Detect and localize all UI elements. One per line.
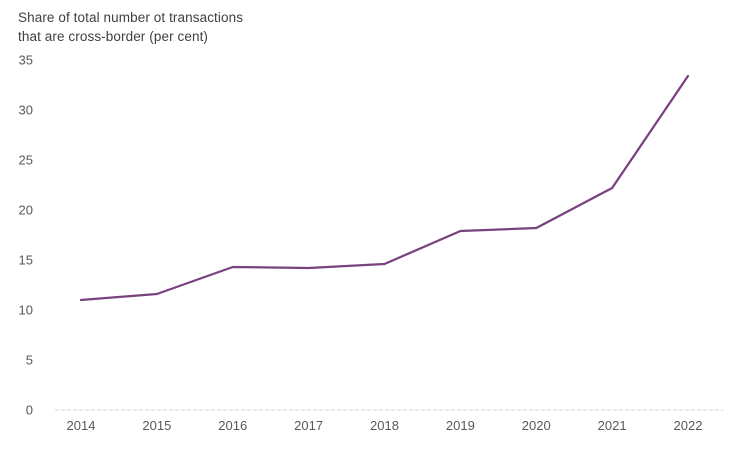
x-axis-tick-label: 2019: [446, 418, 475, 433]
y-axis-tick-label: 15: [19, 253, 33, 268]
x-axis-tick-label: 2018: [370, 418, 399, 433]
chart-title-line-1: Share of total number ot transactions: [18, 10, 244, 25]
y-axis-tick-label: 10: [19, 303, 33, 318]
chart-title: Share of total number ot transactions th…: [18, 8, 243, 46]
y-axis-tick-label: 20: [19, 203, 33, 218]
chart-title-line-2: that are cross-border (per cent): [18, 29, 209, 44]
data-line-cross-border-share: [79, 74, 690, 302]
y-axis-tick-label: 0: [26, 403, 33, 418]
y-axis-tick-label: 35: [19, 53, 33, 68]
x-axis-tick-label: 2021: [598, 418, 627, 433]
x-axis-tick-label: 2022: [674, 418, 703, 433]
y-axis-tick-label: 30: [19, 103, 33, 118]
y-axis-tick-label: 25: [19, 153, 33, 168]
x-axis-tick-label: 2017: [294, 418, 323, 433]
y-axis-tick-label: 5: [26, 353, 33, 368]
x-axis-tick-label: 2014: [67, 418, 96, 433]
x-axis-tick-label: 2016: [218, 418, 247, 433]
x-axis-tick-label: 2020: [522, 418, 551, 433]
x-axis-tick-label: 2015: [142, 418, 171, 433]
